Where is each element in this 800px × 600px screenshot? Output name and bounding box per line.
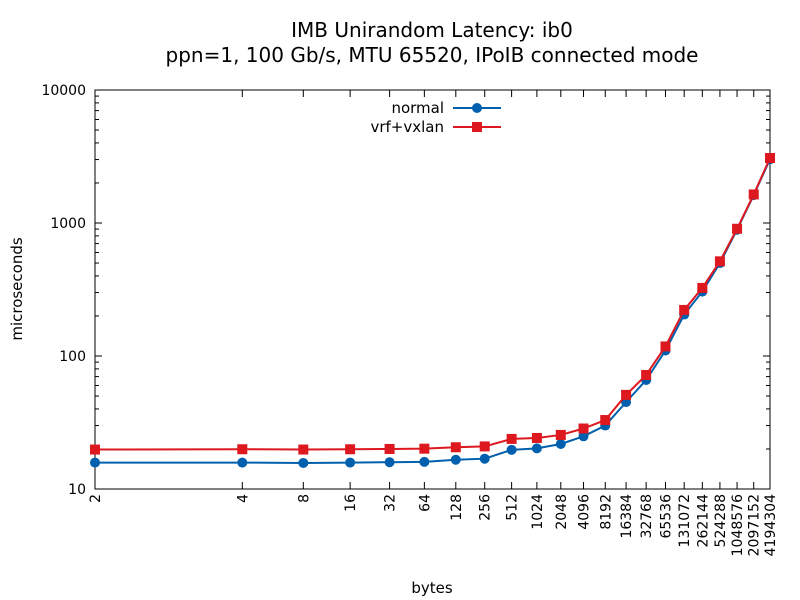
legend-label-normal: normal xyxy=(391,99,444,117)
x-tick-label: 4 xyxy=(235,494,251,503)
data-point-normal xyxy=(384,457,395,468)
x-tick-label: 2 xyxy=(88,494,104,503)
series-normal xyxy=(90,154,775,468)
data-point-vrf-vxlan xyxy=(479,441,490,452)
x-tick-label: 32 xyxy=(383,494,399,512)
x-tick-label: 1024 xyxy=(530,494,546,530)
data-point-normal xyxy=(345,457,356,468)
data-point-vrf-vxlan xyxy=(765,153,775,164)
data-point-normal xyxy=(237,457,248,468)
data-point-normal xyxy=(531,443,542,454)
plot-frame xyxy=(94,89,771,490)
x-tick-label: 16 xyxy=(343,494,359,512)
data-point-vrf-vxlan xyxy=(298,444,309,455)
x-tick-label: 4194304 xyxy=(763,494,779,556)
data-point-normal xyxy=(419,456,430,467)
chart-subtitle: ppn=1, 100 Gb/s, MTU 65520, IPoIB connec… xyxy=(166,43,699,67)
x-tick-label: 2097152 xyxy=(747,494,763,556)
x-tick-label: 2048 xyxy=(554,494,570,530)
data-point-vrf-vxlan xyxy=(419,443,430,454)
data-point-normal xyxy=(506,444,517,455)
x-tick-label: 1048576 xyxy=(730,494,746,556)
series-layer xyxy=(90,153,775,468)
x-tick-label: 524288 xyxy=(713,494,729,547)
legend-marker-normal xyxy=(472,103,482,113)
y-tick-label: 10 xyxy=(68,482,86,498)
data-point-normal xyxy=(298,457,309,468)
x-tick-label: 65536 xyxy=(658,494,674,539)
data-point-vrf-vxlan xyxy=(748,189,759,200)
x-tick-label: 8192 xyxy=(598,494,614,530)
series-line-vrf-vxlan xyxy=(94,157,771,451)
data-point-vrf-vxlan xyxy=(506,433,517,444)
data-point-vrf-vxlan xyxy=(237,444,248,455)
series-vrf-vxlan xyxy=(90,153,775,455)
x-tick-label: 512 xyxy=(505,494,521,521)
data-point-vrf-vxlan xyxy=(660,341,671,352)
x-tick-label: 8 xyxy=(296,494,312,503)
x-tick-label: 4096 xyxy=(577,494,593,530)
data-point-vrf-vxlan xyxy=(732,223,743,234)
chart-title: IMB Unirandom Latency: ib0 xyxy=(291,18,573,42)
x-axis: 2 4 8 16 32 64 128 256 512 1024 2048 4096 8192 16384 3… xyxy=(88,90,779,556)
data-point-vrf-vxlan xyxy=(345,444,356,455)
y-axis-label: microseconds xyxy=(8,237,26,341)
data-point-vrf-vxlan xyxy=(450,442,461,453)
series-line-normal xyxy=(95,158,771,464)
x-tick-label: 262144 xyxy=(695,494,711,548)
data-point-vrf-vxlan xyxy=(90,444,100,455)
data-point-vrf-vxlan xyxy=(600,415,611,426)
x-tick-label: 16384 xyxy=(619,494,635,539)
data-point-normal xyxy=(90,457,100,468)
data-point-vrf-vxlan xyxy=(621,389,632,400)
x-tick-label: 64 xyxy=(417,494,433,512)
x-tick-label: 128 xyxy=(449,494,465,521)
data-point-vrf-vxlan xyxy=(531,432,542,443)
legend-label-vrf-vxlan: vrf+vxlan xyxy=(370,118,444,136)
data-point-normal xyxy=(578,431,589,442)
data-point-vrf-vxlan xyxy=(555,429,566,440)
y-tick-label: 100 xyxy=(59,349,86,365)
data-point-vrf-vxlan xyxy=(697,282,708,293)
y-axis: 10 100 1000 10000 xyxy=(41,83,770,498)
data-point-vrf-vxlan xyxy=(384,443,395,454)
data-point-normal xyxy=(479,453,490,464)
data-point-vrf-vxlan xyxy=(679,304,690,315)
x-tick-label: 256 xyxy=(478,494,494,521)
data-point-vrf-vxlan xyxy=(641,369,652,380)
data-point-normal xyxy=(555,438,566,449)
data-point-vrf-vxlan xyxy=(578,423,589,434)
x-tick-label: 131072 xyxy=(677,494,693,547)
y-tick-label: 10000 xyxy=(41,83,86,99)
x-axis-label: bytes xyxy=(411,579,453,597)
y-tick-label: 1000 xyxy=(50,216,86,232)
data-point-vrf-vxlan xyxy=(714,256,725,267)
data-point-normal xyxy=(450,454,461,465)
x-tick-label: 32768 xyxy=(639,494,655,539)
legend-marker-vrf-vxlan xyxy=(472,122,482,132)
